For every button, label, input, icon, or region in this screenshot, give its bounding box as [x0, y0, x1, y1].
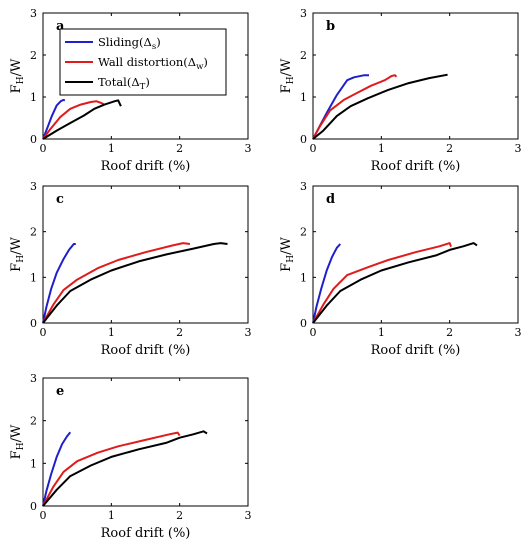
y-axis-label: FH/W — [9, 237, 26, 272]
legend-entry-label: Total(ΔT) — [98, 75, 150, 92]
x-tick-label: 0 — [40, 509, 47, 522]
y-tick-label: 0 — [30, 317, 37, 330]
y-tick-label: 1 — [30, 271, 37, 284]
series-line-total — [42, 99, 122, 140]
series-line-wall-distortion — [312, 74, 398, 140]
y-tick-label: 0 — [30, 133, 37, 146]
legend-entry-label: Wall distortion(Δw) — [98, 55, 208, 72]
panel-letter: e — [56, 384, 64, 399]
series-line-sliding — [312, 74, 369, 140]
series-line-wall-distortion — [42, 242, 191, 324]
series-line-wall-distortion — [42, 431, 181, 507]
series-line-total — [312, 242, 478, 324]
y-tick-label: 2 — [300, 49, 307, 62]
plot-frame — [42, 185, 249, 324]
plot-frame — [42, 12, 249, 140]
x-axis-label: Roof drift (%) — [371, 159, 461, 174]
x-axis-label: Roof drift (%) — [101, 343, 191, 358]
x-tick-label: 2 — [176, 509, 183, 522]
x-tick-label: 3 — [515, 142, 522, 155]
series-line-sliding — [42, 243, 76, 324]
x-tick-label: 0 — [310, 142, 317, 155]
y-tick-label: 0 — [300, 133, 307, 146]
x-axis-label: Roof drift (%) — [101, 526, 191, 541]
x-tick-label: 1 — [108, 326, 115, 339]
y-tick-label: 2 — [300, 226, 307, 239]
y-tick-label: 3 — [300, 180, 307, 193]
x-tick-label: 2 — [176, 326, 183, 339]
x-tick-label: 0 — [40, 326, 47, 339]
x-tick-label: 3 — [245, 509, 252, 522]
y-tick-label: 1 — [30, 91, 37, 104]
y-axis-label: FH/W — [9, 58, 26, 93]
y-tick-label: 3 — [30, 180, 37, 193]
y-tick-label: 2 — [30, 49, 37, 62]
legend: Sliding(Δs) Wall distortion(Δw) Total(ΔT) — [59, 28, 227, 96]
x-tick-label: 1 — [108, 142, 115, 155]
x-tick-label: 0 — [310, 326, 317, 339]
x-tick-label: 2 — [446, 142, 453, 155]
x-axis-label: Roof drift (%) — [101, 159, 191, 174]
y-tick-label: 3 — [30, 7, 37, 20]
series-line-total — [42, 430, 208, 507]
x-tick-label: 1 — [108, 509, 115, 522]
x-tick-label: 3 — [515, 326, 522, 339]
x-tick-label: 1 — [378, 142, 385, 155]
series-line-wall-distortion — [42, 100, 105, 140]
y-tick-label: 1 — [300, 91, 307, 104]
x-tick-label: 3 — [245, 326, 252, 339]
panel-letter: d — [326, 192, 335, 207]
series-line-sliding — [42, 431, 72, 507]
panel-e: 0 1 2 3 0 1 2 3 Roof drift (%) FH/W e — [9, 372, 252, 541]
y-tick-label: 1 — [300, 271, 307, 284]
series-line-wall-distortion — [312, 242, 452, 324]
x-axis-label: Roof drift (%) — [371, 343, 461, 358]
y-tick-label: 0 — [30, 500, 37, 513]
y-axis-label: FH/W — [9, 424, 26, 459]
x-tick-label: 1 — [378, 326, 385, 339]
panel-letter: a — [56, 19, 65, 34]
y-tick-label: 0 — [300, 317, 307, 330]
series-line-sliding — [42, 98, 66, 140]
panel-b: 0 1 2 3 0 1 2 3 Roof drift (%) FH/W b — [279, 7, 522, 174]
plot-frame — [312, 185, 519, 324]
panel-a: 0 1 2 3 0 1 2 3 Roof drift (%) FH/W a — [9, 7, 252, 174]
x-tick-label: 0 — [40, 142, 47, 155]
y-tick-label: 2 — [30, 415, 37, 428]
plot-frame — [312, 12, 519, 140]
series-line-sliding — [312, 243, 342, 324]
legend-entry-label: Sliding(Δs) — [98, 35, 161, 52]
series-line-total — [312, 73, 448, 140]
plot-frame — [42, 377, 249, 507]
y-tick-label: 3 — [30, 372, 37, 385]
y-axis-label: FH/W — [279, 58, 296, 93]
panel-c: 0 1 2 3 0 1 2 3 Roof drift (%) FH/W c — [9, 180, 252, 358]
x-tick-label: 2 — [446, 326, 453, 339]
panel-d: 0 1 2 3 0 1 2 3 Roof drift (%) FH/W d — [279, 180, 522, 358]
x-tick-label: 2 — [176, 142, 183, 155]
y-tick-label: 1 — [30, 457, 37, 470]
x-tick-label: 3 — [245, 142, 252, 155]
panel-letter: b — [326, 19, 335, 34]
panel-letter: c — [56, 192, 64, 207]
y-tick-label: 3 — [300, 7, 307, 20]
series-line-total — [42, 242, 228, 324]
y-axis-label: FH/W — [279, 237, 296, 272]
y-tick-label: 2 — [30, 226, 37, 239]
